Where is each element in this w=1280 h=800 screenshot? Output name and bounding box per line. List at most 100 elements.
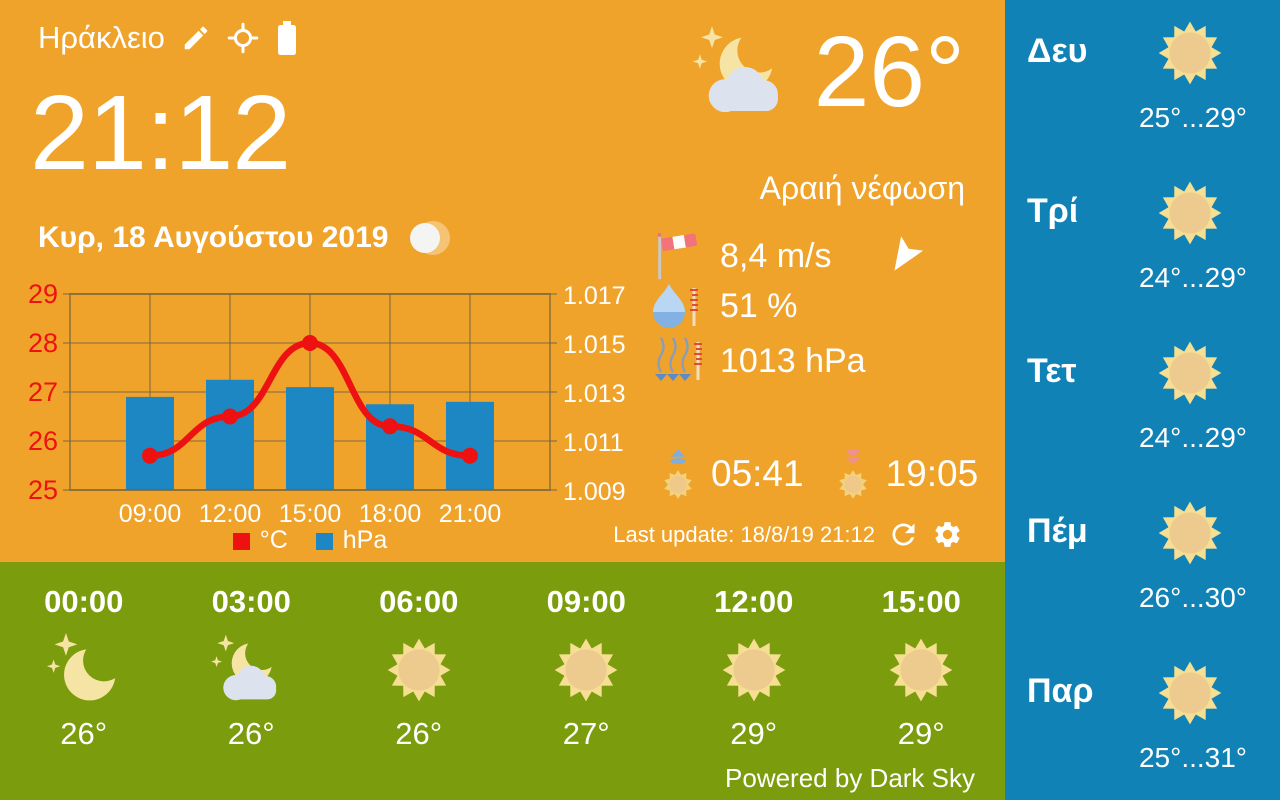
sunrise-icon (655, 448, 701, 500)
chart-canvas: 29 1.017 28 1.015 27 1.013 26 1.011 25 1.009 09:00… (28, 282, 626, 524)
battery-status-icon (275, 21, 299, 55)
sun-icon (1157, 180, 1223, 246)
day-row-tue[interactable]: Τρί 24°...29° (1005, 160, 1280, 320)
edit-location-icon[interactable] (181, 23, 211, 53)
legend-label-pressure: hPa (342, 526, 388, 554)
wind-direction-arrow-icon (883, 235, 925, 277)
svg-text:1.015: 1.015 (563, 331, 626, 359)
legend-label-temp: °C (259, 526, 288, 554)
hour-cell-0600[interactable]: 06:00 26° (335, 562, 503, 800)
humidity-value: 51 % (720, 286, 798, 325)
last-update-row: Last update: 18/8/19 21:12 (613, 518, 963, 551)
hour-time: 06:00 (379, 584, 459, 619)
current-condition-row: 26° (620, 22, 965, 122)
powered-by-attribution: Powered by Dark Sky (725, 763, 975, 793)
sun-icon (1157, 500, 1223, 566)
daily-forecast-sidebar: Δευ 25°...29° Τρί 24°...29° Τετ 24°...29… (1005, 0, 1280, 800)
hour-temp: 27° (562, 716, 610, 751)
svg-text:21:00: 21:00 (439, 500, 502, 524)
humidity-row: 51 % (650, 282, 798, 330)
hour-time: 09:00 (546, 584, 626, 619)
hour-temp: 29° (897, 716, 945, 751)
pressure-row: 1013 hPa (650, 334, 866, 388)
day-name: Παρ (1027, 672, 1094, 710)
city-name: Ηράκλειο (38, 20, 165, 55)
svg-text:29: 29 (28, 282, 58, 309)
moon-stars-icon (0, 626, 168, 714)
day-name: Πέμ (1027, 512, 1088, 550)
svg-text:28: 28 (28, 328, 58, 358)
current-weather-panel: Ηράκλειο 21:12 (0, 0, 1005, 562)
day-name: Δευ (1027, 32, 1088, 70)
settings-gear-icon[interactable] (932, 519, 963, 550)
hour-cell-1200[interactable]: 12:00 29° (670, 562, 838, 800)
hour-time: 00:00 (44, 584, 124, 619)
sun-icon (503, 626, 671, 714)
date-row: Κυρ, 18 Αυγούστου 2019 (38, 220, 451, 256)
day-temp-range: 24°...29° (1138, 422, 1248, 453)
current-temp: 26° (813, 16, 965, 128)
svg-text:25: 25 (28, 475, 58, 505)
svg-text:1.013: 1.013 (563, 380, 626, 408)
sunset-icon (830, 448, 876, 500)
day-temp-range: 24°...29° (1138, 262, 1248, 293)
pressure-icon (650, 334, 706, 388)
temperature-pressure-chart: 29 1.017 28 1.015 27 1.013 26 1.011 25 1.009 09:00… (24, 282, 669, 560)
svg-text:18:00: 18:00 (359, 500, 422, 524)
day-name: Τετ (1027, 352, 1077, 390)
day-row-mon[interactable]: Δευ 25°...29° (1005, 0, 1280, 160)
wind-row: 8,4 m/s (650, 230, 925, 282)
svg-text:15:00: 15:00 (279, 500, 342, 524)
hour-cell-0000[interactable]: 00:00 26° (0, 562, 168, 800)
svg-text:26: 26 (28, 426, 58, 456)
refresh-icon[interactable] (887, 518, 920, 551)
hour-cell-0900[interactable]: 09:00 27° (503, 562, 671, 800)
condition-text: Αραιή νέφωση (759, 170, 965, 206)
moon-phase-icon (410, 220, 451, 256)
svg-text:09:00: 09:00 (119, 500, 182, 524)
hour-cell-1500[interactable]: 15:00 29° (838, 562, 1006, 800)
sun-icon (1157, 20, 1223, 86)
humidity-drop-icon (650, 282, 706, 330)
hour-temp: 26° (60, 716, 108, 751)
svg-text:1.017: 1.017 (563, 282, 626, 310)
day-temp-range: 26°...30° (1138, 582, 1248, 613)
location-header: Ηράκλειο (38, 20, 299, 56)
sunrise-time: 05:41 (711, 453, 804, 494)
day-row-thu[interactable]: Πέμ 26°...30° (1005, 480, 1280, 640)
wind-speed: 8,4 m/s (720, 236, 832, 275)
svg-text:27: 27 (28, 377, 58, 407)
sun-icon (1157, 340, 1223, 406)
date-text: Κυρ, 18 Αυγούστου 2019 (38, 221, 389, 254)
day-row-wed[interactable]: Τετ 24°...29° (1005, 320, 1280, 480)
svg-text:1.011: 1.011 (563, 429, 624, 457)
day-temp-range: 25°...29° (1138, 102, 1248, 133)
moon-cloud-icon (168, 626, 336, 714)
hourly-forecast: 00:00 26° 03:00 26° 06:00 26° 09:00 (0, 562, 1005, 800)
sun-icon (838, 626, 1006, 714)
svg-text:12:00: 12:00 (199, 500, 262, 524)
hour-temp: 26° (395, 716, 443, 751)
sun-times-row: 05:41 19:05 (655, 448, 978, 500)
sunset-time: 19:05 (885, 453, 979, 494)
day-row-fri[interactable]: Παρ 25°...31° (1005, 640, 1280, 800)
sun-icon (335, 626, 503, 714)
hour-time: 03:00 (211, 584, 291, 619)
hour-cell-0300[interactable]: 03:00 26° (168, 562, 336, 800)
sun-icon (1157, 660, 1223, 726)
hour-time: 15:00 (881, 584, 961, 619)
day-name: Τρί (1027, 192, 1079, 230)
legend-swatch-temp (232, 533, 250, 550)
clock: 21:12 (30, 74, 291, 192)
legend-swatch-pressure (315, 533, 333, 550)
hour-temp: 26° (227, 716, 275, 751)
last-update-text: Last update: 18/8/19 21:12 (613, 521, 875, 547)
windsock-icon (650, 230, 706, 282)
svg-text:1.009: 1.009 (563, 478, 626, 506)
pressure-value: 1013 hPa (720, 341, 866, 380)
sun-icon (670, 626, 838, 714)
hour-temp: 29° (730, 716, 778, 751)
gps-locate-icon[interactable] (227, 22, 259, 54)
hour-time: 12:00 (714, 584, 794, 619)
